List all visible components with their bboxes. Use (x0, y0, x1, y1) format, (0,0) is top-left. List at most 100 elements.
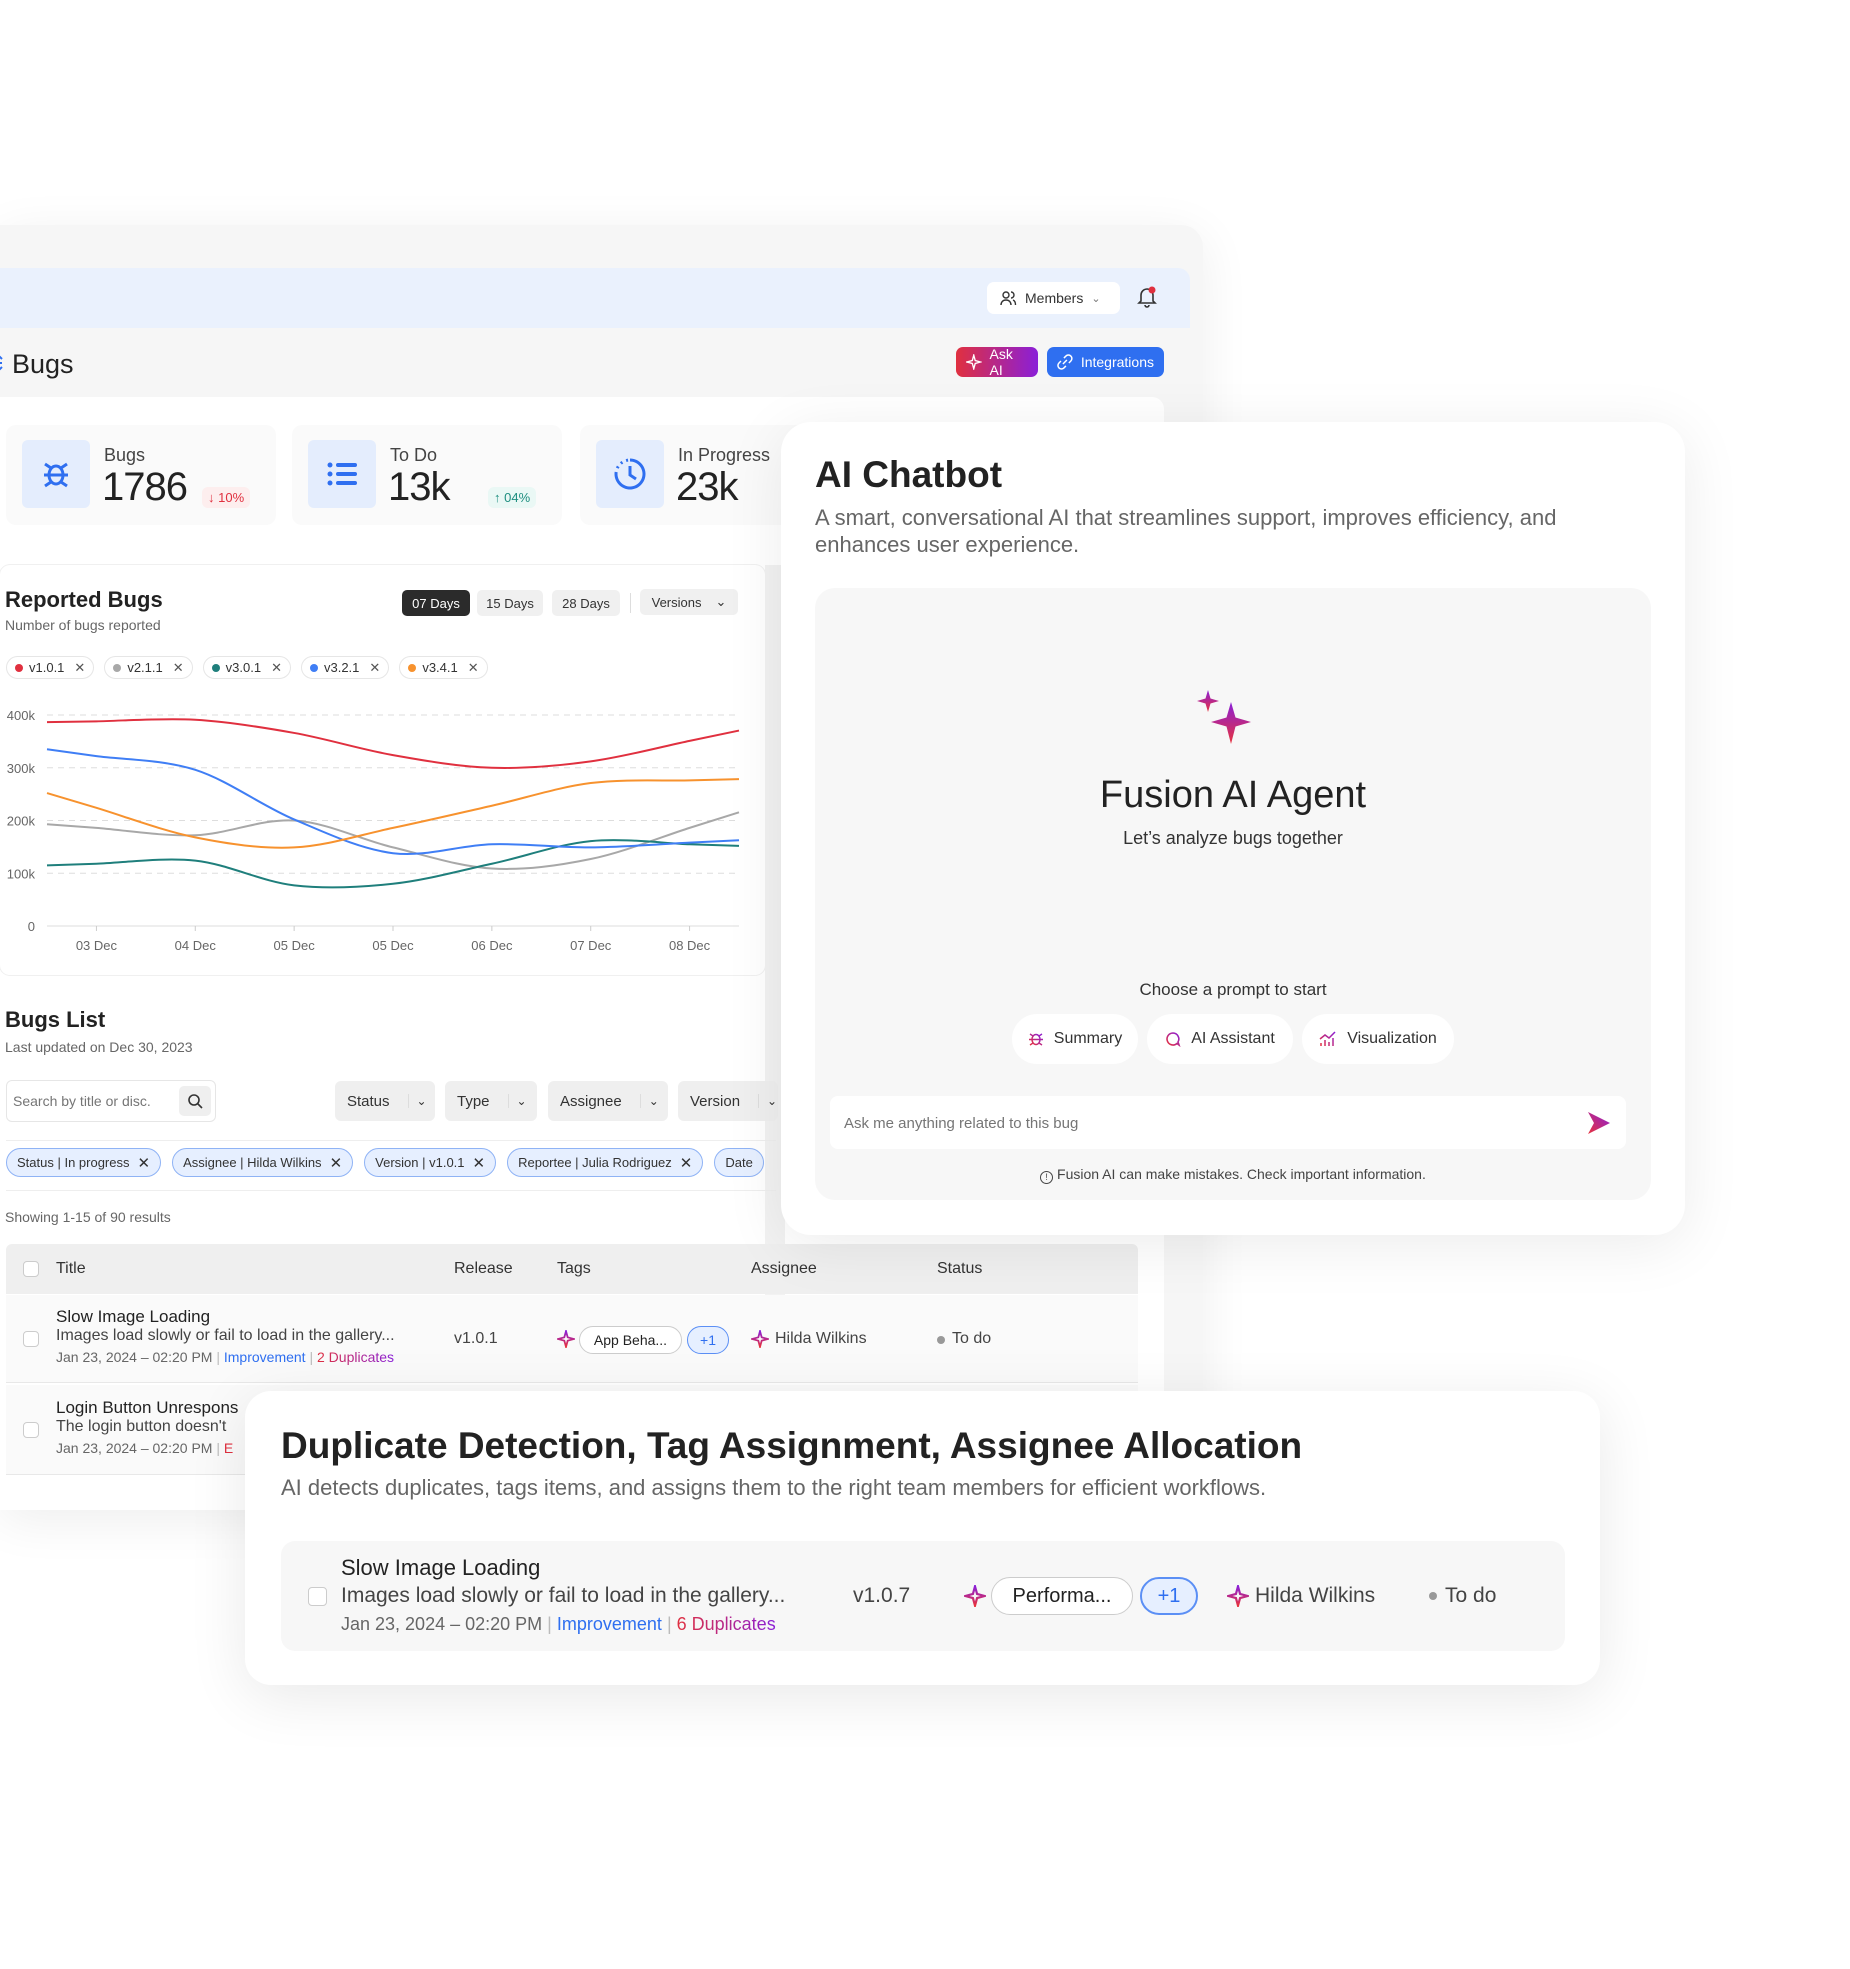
legend-chip-v2.1.1[interactable]: v2.1.1 ✕ (104, 656, 193, 679)
row-description: The login button doesn't (56, 1418, 227, 1435)
row-checkbox[interactable] (23, 1331, 39, 1347)
column-assignee: Assignee (751, 1260, 817, 1277)
row-type[interactable]: E (223, 1440, 234, 1456)
status-badge: To do (1445, 1584, 1497, 1607)
close-icon[interactable]: ✕ (271, 659, 282, 675)
prompt-summary[interactable]: Summary (1012, 1014, 1138, 1064)
status-dot (937, 1336, 945, 1344)
ai-sparkle-logo-icon (1197, 690, 1251, 744)
divider (6, 1140, 776, 1141)
status-badge: To do (952, 1330, 992, 1347)
range-28-days[interactable]: 28 Days (552, 590, 620, 616)
x-tick-label: 05 Dec (274, 938, 316, 953)
active-filter-chip[interactable]: Date (714, 1148, 764, 1177)
chevron-down-icon: ⌄ (407, 1094, 427, 1108)
integrations-button[interactable]: Integrations (1047, 347, 1164, 377)
chip-label: Assignee | Hilda Wilkins (183, 1155, 322, 1170)
filter-status[interactable]: Status ⌄ (335, 1081, 435, 1121)
prompt-label: Summary (1053, 1030, 1123, 1047)
column-status: Status (937, 1260, 983, 1277)
active-filter-chip[interactable]: Assignee | Hilda Wilkins ✕ (172, 1148, 354, 1177)
clock-icon (596, 440, 664, 508)
filter-type[interactable]: Type ⌄ (445, 1081, 537, 1121)
stat-label: To Do (390, 445, 438, 465)
versions-dropdown[interactable]: Versions ⌄ (640, 589, 738, 615)
chip-label: Reportee | Julia Rodriguez (518, 1155, 672, 1170)
close-icon[interactable]: ✕ (679, 1154, 693, 1172)
more-tags-badge[interactable]: +1 (687, 1326, 729, 1354)
chat-input[interactable] (844, 1110, 1544, 1136)
prompt-ai-assistant[interactable]: AI Assistant (1147, 1014, 1293, 1064)
row-date: Jan 23, 2024 – 02:20 PM (341, 1614, 543, 1634)
row-title[interactable]: Slow Image Loading (341, 1555, 541, 1580)
close-icon[interactable]: ✕ (472, 1154, 486, 1172)
active-filter-chip[interactable]: Reportee | Julia Rodriguez ✕ (507, 1148, 704, 1177)
versions-label: Versions (651, 594, 702, 610)
search-box (6, 1080, 216, 1122)
row-title[interactable]: Slow Image Loading (56, 1307, 211, 1326)
range-15-days[interactable]: 15 Days (477, 590, 543, 616)
close-icon[interactable]: ✕ (137, 1154, 151, 1172)
active-filter-chip[interactable]: Status | In progress ✕ (6, 1148, 162, 1177)
series-line-v1.0.1 (46, 718, 740, 769)
row-release: v1.0.1 (454, 1330, 498, 1347)
filter-version[interactable]: Version ⌄ (678, 1081, 778, 1121)
row-type[interactable]: Improvement (223, 1349, 306, 1365)
tag-pill[interactable]: Performa... (991, 1577, 1133, 1615)
close-icon[interactable]: ✕ (172, 659, 184, 675)
bell-icon[interactable] (1137, 286, 1157, 308)
chat-panel: Fusion AI Agent Let’s analyze bugs toget… (815, 588, 1651, 1200)
row-date: Jan 23, 2024 – 02:20 PM (56, 1440, 213, 1456)
search-button[interactable] (179, 1086, 211, 1116)
x-tick-label: 07 Dec (570, 938, 612, 953)
stat-change-badge: ↓ 10% (202, 487, 251, 508)
feature-subtitle: AI detects duplicates, tags items, and a… (281, 1475, 1267, 1500)
close-icon[interactable]: ✕ (74, 659, 86, 675)
row-type[interactable]: Improvement (556, 1614, 662, 1634)
example-bug-row[interactable]: Slow Image Loading Images load slowly or… (281, 1541, 1565, 1651)
more-tags-badge[interactable]: +1 (1140, 1577, 1198, 1615)
active-filter-chip[interactable]: Version | v1.0.1 ✕ (364, 1148, 497, 1177)
row-checkbox[interactable] (23, 1422, 39, 1438)
stat-label: In Progress (678, 445, 771, 465)
members-label: Members (1025, 290, 1084, 306)
x-tick-label: 04 Dec (175, 938, 217, 953)
legend-chip-v3.0.1[interactable]: v3.0.1 ✕ (202, 656, 291, 679)
y-tick-label: 400k (7, 708, 36, 723)
filter-label: Assignee (560, 1092, 622, 1110)
row-checkbox[interactable] (308, 1587, 327, 1606)
close-icon[interactable]: ✕ (369, 659, 381, 675)
disclaimer: ! Fusion AI can make mistakes. Check imp… (815, 1166, 1651, 1184)
duplicates-link[interactable]: 2 Duplicates (317, 1349, 395, 1365)
ask-ai-button[interactable]: Ask AI (956, 346, 1038, 378)
legend-label: v3.2.1 (323, 660, 360, 675)
ai-sparkle-icon (557, 1330, 575, 1348)
send-icon[interactable] (1586, 1110, 1612, 1136)
bug-icon (1028, 1033, 1043, 1046)
column-release: Release (454, 1260, 513, 1277)
members-dropdown[interactable]: Members ⌄ (987, 282, 1120, 314)
row-title[interactable]: Login Button Unrespons (56, 1398, 239, 1417)
legend-chip-v3.4.1[interactable]: v3.4.1 ✕ (399, 656, 488, 679)
chip-label: Version | v1.0.1 (375, 1155, 465, 1170)
table-row[interactable]: Slow Image Loading Images load slowly or… (6, 1295, 1138, 1383)
tag-pill[interactable]: App Beha... (579, 1326, 682, 1354)
row-assignee: Hilda Wilkins (775, 1330, 867, 1347)
stat-value: 13k (388, 465, 450, 509)
legend-chip-v3.2.1[interactable]: v3.2.1 ✕ (300, 656, 390, 679)
series-line-v3.2.1 (46, 748, 740, 856)
active-filter-chips: Status | In progress ✕ Assignee | Hilda Wi… (6, 1148, 781, 1177)
users-icon (1000, 291, 1017, 306)
prompt-visualization[interactable]: Visualization (1302, 1014, 1454, 1064)
close-icon[interactable]: ✕ (329, 1154, 343, 1172)
search-input[interactable] (13, 1089, 173, 1113)
close-icon[interactable]: ✕ (467, 659, 479, 675)
filter-assignee[interactable]: Assignee ⌄ (548, 1081, 668, 1121)
stat-card-bugs: Bugs 1786 ↓ 10% (6, 425, 276, 525)
duplicates-link[interactable]: 6 Duplicates (676, 1614, 776, 1634)
select-all-checkbox[interactable] (23, 1261, 39, 1277)
range-07-days[interactable]: 07 Days (402, 590, 470, 616)
legend-chip-v1.0.1[interactable]: v1.0.1 ✕ (6, 656, 95, 679)
row-description: Images load slowly or fail to load in th… (341, 1584, 786, 1607)
ai-sparkle-icon (964, 1585, 986, 1607)
